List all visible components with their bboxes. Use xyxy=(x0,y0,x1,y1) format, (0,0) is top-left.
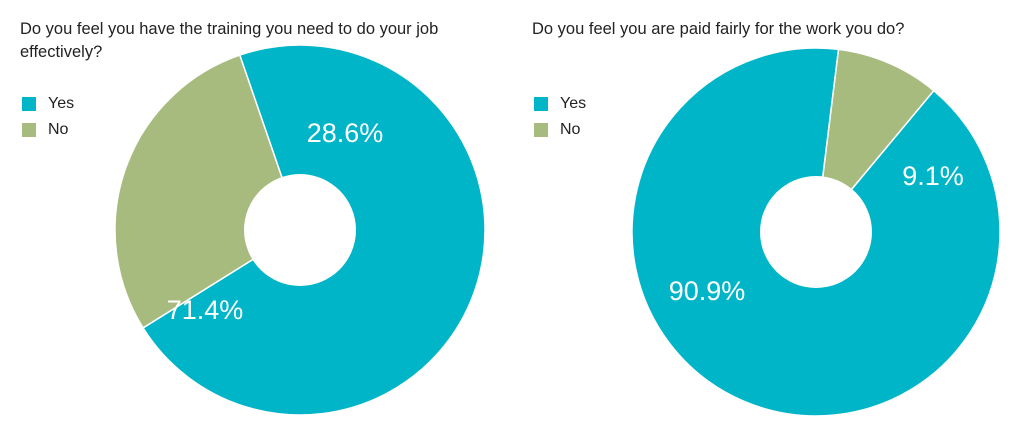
legend: Yes No xyxy=(22,91,74,143)
legend-label-yes: Yes xyxy=(560,95,587,112)
donut-hole xyxy=(244,174,356,286)
legend-item-no: No xyxy=(534,117,586,143)
legend-swatch-no xyxy=(534,123,548,137)
slice-label-no: 28.6% xyxy=(307,118,384,148)
pie-chart-training: 71.4% 28.6% xyxy=(114,44,486,416)
legend: Yes No xyxy=(534,91,586,143)
legend-label-yes: Yes xyxy=(48,95,75,112)
chart-pay: 90.9% 9.1% Do you feel you are paid fairl… xyxy=(512,0,1024,434)
chart-title: Do you feel you are paid fairly for the … xyxy=(532,20,905,38)
slice-label-yes: 71.4% xyxy=(167,295,244,325)
chart-title: Do you feel you have the training you ne… xyxy=(20,20,439,61)
legend-label-no: No xyxy=(48,121,69,138)
legend-item-yes: Yes xyxy=(22,91,74,117)
legend-swatch-yes xyxy=(534,97,548,111)
slice-label-no: 9.1% xyxy=(902,161,964,191)
legend-label-no: No xyxy=(560,121,581,138)
slice-label-yes: 90.9% xyxy=(669,276,746,306)
legend-item-yes: Yes xyxy=(534,91,586,117)
legend-swatch-yes xyxy=(22,97,36,111)
donut-hole xyxy=(760,176,872,288)
legend-swatch-no xyxy=(22,123,36,137)
pie-chart-pay: 90.9% 9.1% xyxy=(631,47,1001,417)
legend-item-no: No xyxy=(22,117,74,143)
pie-slice-no xyxy=(114,54,301,329)
chart-training: 71.4% 28.6% Do you feel you have the trai… xyxy=(20,20,486,416)
